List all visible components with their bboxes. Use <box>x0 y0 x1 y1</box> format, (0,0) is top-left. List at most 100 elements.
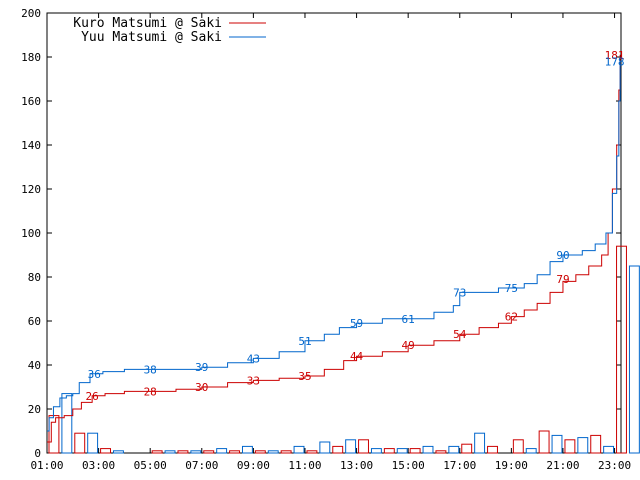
x-tick-label: 07:00 <box>185 459 218 472</box>
bar-yuu <box>319 441 331 454</box>
bar-yuu <box>190 450 202 454</box>
legend: Kuro Matsumi @ Saki Yuu Matsumi @ Saki <box>73 16 266 45</box>
point-label: 44 <box>350 350 364 363</box>
bar-kuro <box>306 450 318 454</box>
bar-yuu <box>551 434 563 454</box>
point-label: 54 <box>453 328 467 341</box>
bar-yuu <box>112 450 124 454</box>
bar-yuu <box>396 448 408 454</box>
line-kuro <box>47 54 621 443</box>
cumulative-lines <box>47 54 621 443</box>
bar-kuro <box>616 245 627 454</box>
bar-kuro <box>358 439 369 454</box>
point-label: 43 <box>247 352 260 365</box>
x-axis: 01:00 03:00 05:00 07:00 09:00 11:00 13:00 15:00… <box>30 13 631 472</box>
bar-yuu <box>241 445 253 454</box>
point-label: 38 <box>144 363 157 376</box>
point-label: 59 <box>350 317 363 330</box>
plot-frame <box>46 12 622 454</box>
line-yuu <box>47 61 621 432</box>
y-tick-label: 60 <box>28 315 41 328</box>
legend-label-yuu: Yuu Matsumi @ Saki <box>81 30 222 45</box>
bar-yuu <box>628 265 640 454</box>
point-label: 62 <box>505 311 518 324</box>
point-label: 90 <box>556 249 569 262</box>
bar-yuu <box>267 450 279 454</box>
bar-yuu <box>87 432 99 454</box>
point-label: 51 <box>298 335 311 348</box>
point-label: 35 <box>298 370 311 383</box>
y-tick-label: 100 <box>21 227 41 240</box>
y-tick-label: 140 <box>21 139 41 152</box>
point-label: 181 <box>605 49 625 62</box>
x-tick-label: 23:00 <box>598 459 631 472</box>
point-label: 178 <box>605 55 625 68</box>
bar-yuu <box>603 445 615 454</box>
y-tick-label: 40 <box>28 359 41 372</box>
point-label: 75 <box>505 282 518 295</box>
point-label: 26 <box>86 390 99 403</box>
bar-yuu <box>577 437 589 454</box>
bar-yuu <box>293 445 305 454</box>
bar-yuu <box>216 448 228 454</box>
bar-kuro <box>229 450 240 454</box>
point-label: 61 <box>402 313 415 326</box>
point-label: 33 <box>247 374 260 387</box>
bar-kuro <box>512 439 524 454</box>
bar-kuro <box>332 445 344 454</box>
bar-kuro <box>100 448 111 454</box>
x-tick-label: 21:00 <box>546 459 579 472</box>
point-label: 73 <box>453 286 466 299</box>
point-labels: 26 28 30 33 35 44 49 54 62 79 181 36 38 39 43 51 59 61 73 7… <box>86 49 625 403</box>
y-tick-label: 120 <box>21 183 41 196</box>
bar-kuro <box>254 450 266 454</box>
x-tick-label: 17:00 <box>443 459 476 472</box>
bar-yuu <box>61 393 73 454</box>
bar-kuro <box>203 450 215 454</box>
x-tick-label: 03:00 <box>82 459 115 472</box>
y-tick-label: 80 <box>28 271 41 284</box>
point-label: 36 <box>88 368 101 381</box>
bar-kuro <box>538 430 550 454</box>
bar-yuu <box>525 448 537 454</box>
bar-kuro <box>435 450 447 454</box>
point-label: 30 <box>195 381 208 394</box>
point-label: 79 <box>556 273 569 286</box>
bar-kuro <box>590 434 602 454</box>
bar-yuu <box>164 450 176 454</box>
x-tick-label: 19:00 <box>495 459 528 472</box>
bar-kuro <box>74 432 86 454</box>
x-tick-label: 13:00 <box>340 459 373 472</box>
x-tick-label: 05:00 <box>134 459 167 472</box>
bar-yuu <box>474 432 486 454</box>
x-tick-label: 11:00 <box>288 459 321 472</box>
bar-yuu <box>345 439 357 454</box>
point-label: 28 <box>144 385 157 398</box>
y-tick-label: 200 <box>21 7 41 20</box>
hourly-bars <box>48 245 640 454</box>
bar-kuro <box>487 445 498 454</box>
y-tick-label: 180 <box>21 51 41 64</box>
bar-yuu <box>448 445 460 454</box>
y-axis: 0 20 40 60 80 100 120 140 160 180 200 <box>21 7 621 460</box>
bar-kuro <box>48 415 60 454</box>
bar-kuro <box>461 443 473 454</box>
y-tick-label: 0 <box>34 447 41 460</box>
bar-yuu <box>370 448 382 454</box>
x-tick-label: 01:00 <box>30 459 63 472</box>
bar-kuro <box>409 448 421 454</box>
x-tick-label: 15:00 <box>392 459 425 472</box>
bar-kuro <box>564 439 576 454</box>
legend-label-kuro: Kuro Matsumi @ Saki <box>73 16 222 31</box>
x-tick-label: 09:00 <box>237 459 270 472</box>
y-tick-label: 160 <box>21 95 41 108</box>
point-label: 39 <box>195 361 208 374</box>
bar-kuro <box>151 450 163 454</box>
bar-kuro <box>280 450 292 454</box>
point-label: 49 <box>402 339 415 352</box>
bar-yuu <box>422 445 434 454</box>
y-tick-label: 20 <box>28 403 41 416</box>
bar-kuro <box>177 450 189 454</box>
bar-kuro <box>383 448 395 454</box>
